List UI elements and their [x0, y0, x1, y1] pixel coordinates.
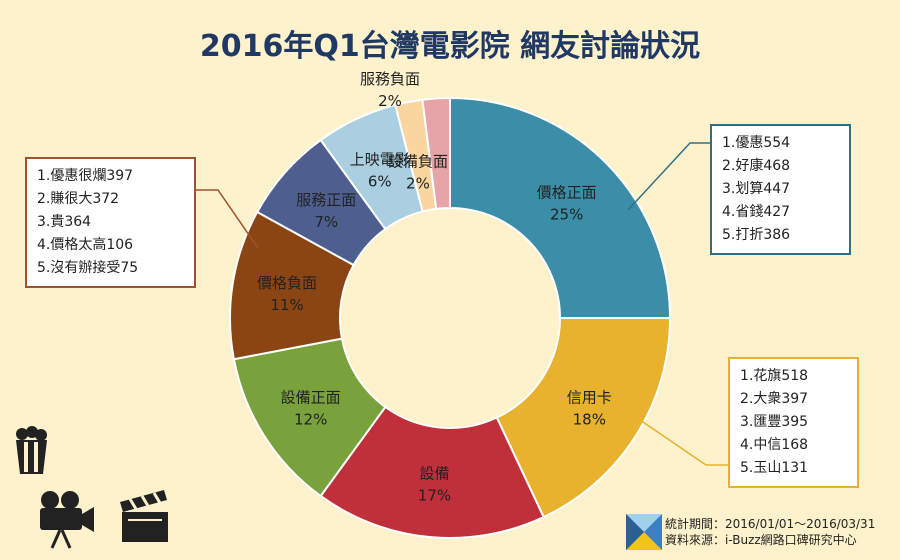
movie-camera-icon: [40, 491, 94, 549]
slice-label-name: 價格負面: [257, 274, 317, 292]
annotation-item: 1.優惠554: [722, 135, 791, 151]
slice-labels: 價格正面 25% 信用卡 18% 設備 17% 設備正面 12% 價格負面 11% 服務正面 7% 上映…: [257, 70, 612, 504]
slice-label-name: 設備負面: [388, 152, 448, 170]
footer: 統計期間：2016/01/01～2016/03/31 資料來源：i-Buzz網路…: [665, 516, 875, 548]
annotation-item: 5.玉山131: [740, 460, 809, 476]
annotation-item: 4.中信168: [740, 437, 809, 453]
annotation-price-positive: 1.優惠554 2.好康468 3.划算447 4.省錢427 5.打折386: [710, 124, 851, 255]
annotation-item: 2.賺很大372: [37, 191, 120, 207]
annotation-price-negative: 1.優惠很爛397 2.賺很大372 3.貴364 4.價格太高106 5.沒有…: [25, 157, 196, 288]
connector-credit-card: [639, 419, 728, 466]
donut-slices: [229, 96, 672, 539]
slice-label-name: 價格正面: [537, 183, 597, 201]
annotation-credit-card: 1.花旗518 2.大衆397 3.匯豐395 4.中信168 5.玉山131: [728, 357, 859, 488]
chart-title: 2016年Q1台灣電影院 網友討論狀況: [200, 29, 700, 64]
slice-8: [421, 96, 451, 210]
annotation-item: 3.划算447: [722, 181, 791, 197]
footer-period: 統計期間：2016/01/01～2016/03/31: [665, 517, 876, 531]
slice-label-value: 11%: [270, 296, 303, 314]
slice-label-value: 6%: [368, 173, 392, 191]
slice-1: [495, 317, 672, 519]
connector-price-negative: [195, 189, 259, 249]
footer-source: 資料來源：i-Buzz網路口碑研究中心: [665, 533, 857, 547]
annotation-item: 4.價格太高106: [37, 237, 134, 253]
slice-label-name: 服務正面: [296, 191, 356, 209]
slice-label-name: 信用卡: [567, 388, 612, 406]
annotation-connectors: [195, 142, 728, 466]
slice-label-value: 2%: [406, 174, 430, 192]
annotation-item: 4.省錢427: [722, 204, 791, 220]
slice-label-value: 18%: [573, 410, 606, 428]
popcorn-icon: [16, 426, 47, 474]
annotation-item: 3.貴364: [37, 214, 92, 230]
slice-label-name: 服務負面: [360, 70, 420, 88]
slice-label-value: 2%: [378, 92, 402, 110]
annotation-item: 1.優惠很爛397: [37, 168, 134, 184]
annotation-item: 1.花旗518: [740, 368, 809, 384]
slice-label-value: 12%: [294, 410, 327, 428]
slice-label-value: 25%: [550, 205, 583, 223]
slice-label-name: 上映電影: [350, 151, 410, 169]
slice-label-value: 17%: [418, 486, 451, 504]
annotation-item: 5.打折386: [722, 227, 791, 243]
annotation-item: 5.沒有辦接受75: [37, 260, 139, 276]
slice-label-name: 設備: [419, 464, 449, 482]
annotation-item: 3.匯豐395: [740, 414, 809, 430]
slice-0: [449, 96, 672, 319]
annotation-item: 2.好康468: [722, 158, 791, 174]
annotation-item: 2.大衆397: [740, 391, 809, 407]
connector-price-positive: [627, 142, 713, 211]
slice-label-value: 7%: [314, 213, 338, 231]
slice-2: [319, 405, 546, 539]
ibuzz-logo-icon: [626, 514, 662, 550]
slice-label-name: 設備正面: [281, 388, 341, 406]
clapperboard-icon: [120, 490, 168, 542]
